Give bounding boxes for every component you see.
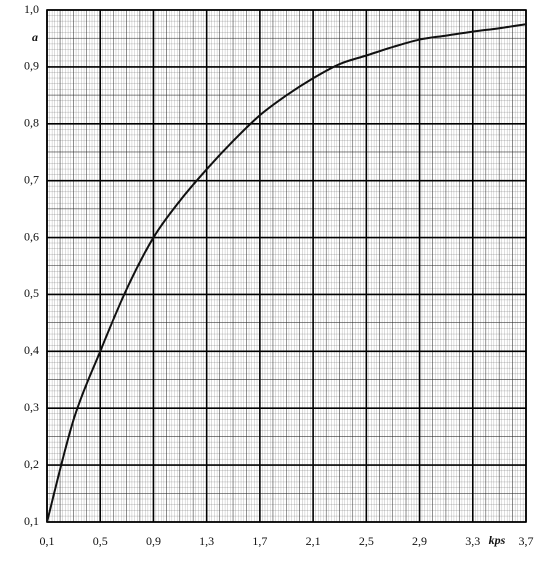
y-tick-label: 0,9 [24,59,39,73]
x-tick-label: 2,5 [359,534,374,548]
y-tick-label: 0,7 [24,172,39,186]
y-tick-label: 0,3 [24,400,39,414]
plot-frame [46,9,527,523]
y-tick-label: 1,0 [24,2,39,16]
y-tick-label: 0,2 [24,457,39,471]
y-tick-label: 0,8 [24,116,39,130]
x-tick-label: 0,5 [93,534,108,548]
y-tick-label: 0,1 [24,514,39,528]
x-tick-label: 2,9 [412,534,427,548]
y-tick-label: 0,6 [24,229,39,243]
x-axis-label: kps [489,533,506,547]
y-tick-label: 0,4 [24,343,39,357]
y-tick-label: 0,5 [24,286,39,300]
x-tick-label: 1,7 [252,534,267,548]
y-axis-label: a [32,30,38,44]
x-tick-label: 3,3 [465,534,480,548]
x-tick-label: 3,7 [519,534,534,548]
x-tick-label: 0,1 [40,534,55,548]
x-tick-label: 1,3 [199,534,214,548]
curve [46,23,527,523]
graph-paper-mid [47,10,526,522]
x-tick-label: 2,1 [306,534,321,548]
x-tick-label: 0,9 [146,534,161,548]
